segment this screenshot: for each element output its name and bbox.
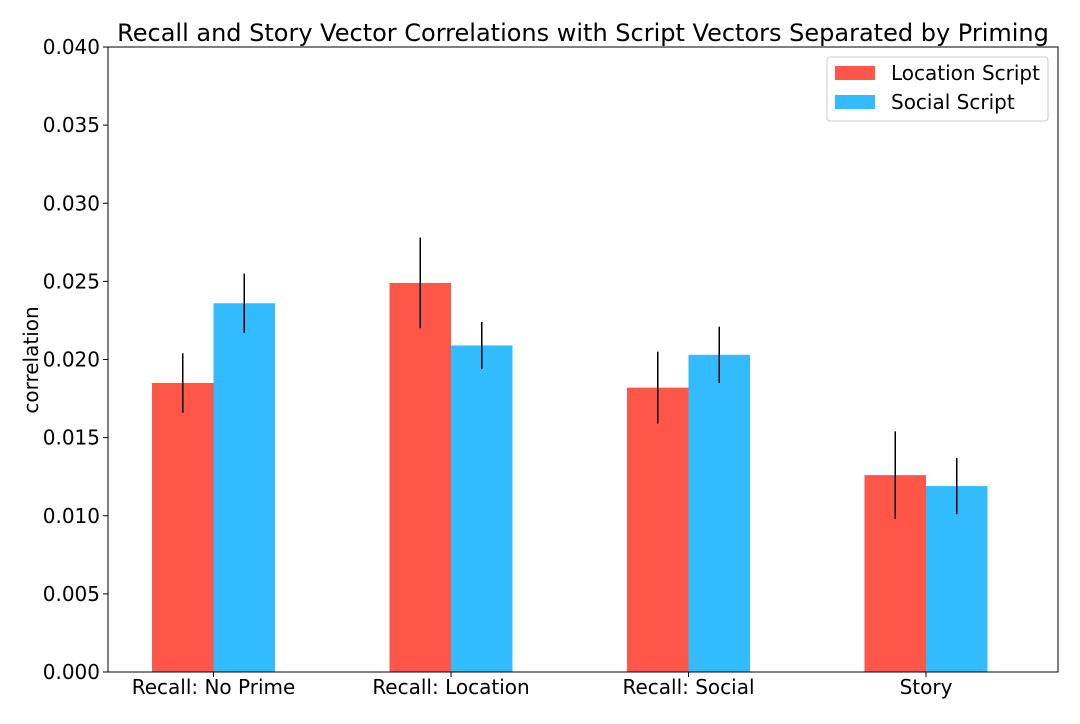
bar-location-1 — [152, 382, 214, 672]
legend-label-location: Location Script — [891, 61, 1040, 85]
y-tick-label: 0.015 — [43, 426, 100, 450]
x-tick-label: Story — [900, 675, 953, 699]
bar-social-4 — [926, 486, 988, 672]
legend-swatch-location — [835, 66, 875, 80]
x-tick-label: Recall: Location — [372, 675, 529, 699]
chart-title: Recall and Story Vector Correlations wit… — [117, 19, 1049, 47]
legend-label-social: Social Script — [891, 90, 1015, 114]
plot-frame — [107, 46, 1059, 673]
bar-location-3 — [627, 387, 689, 672]
y-tick-label: 0.025 — [43, 269, 100, 293]
y-tick-label: 0.005 — [43, 582, 100, 606]
bar-social-2 — [451, 345, 513, 672]
bars-layer — [152, 282, 988, 672]
y-tick-label: 0.040 — [43, 35, 100, 59]
y-tick-label: 0.035 — [43, 113, 100, 137]
y-tick-label: 0.020 — [43, 348, 100, 372]
y-tick-label: 0.010 — [43, 504, 100, 528]
y-tick-label: 0.030 — [43, 191, 100, 215]
y-axis-label: correlation — [19, 306, 43, 413]
error-bars-layer — [182, 237, 958, 519]
y-tick-label: 0.000 — [43, 660, 100, 684]
bar-social-3 — [688, 354, 750, 672]
legend-box — [826, 56, 1049, 122]
legend-swatch-social — [835, 95, 875, 109]
bar-social-1 — [213, 303, 275, 672]
bar-location-2 — [389, 282, 451, 672]
y-axis: 0.000 0.005 0.010 0.015 0.020 0.025 0.030 0.035… — [43, 35, 108, 684]
x-tick-label: Recall: No Prime — [132, 675, 296, 699]
x-tick-label: Recall: Social — [622, 675, 754, 699]
x-axis: Recall: No Prime Recall: Location Recall: … — [132, 672, 953, 699]
legend: Location Script Social Script — [826, 56, 1049, 122]
